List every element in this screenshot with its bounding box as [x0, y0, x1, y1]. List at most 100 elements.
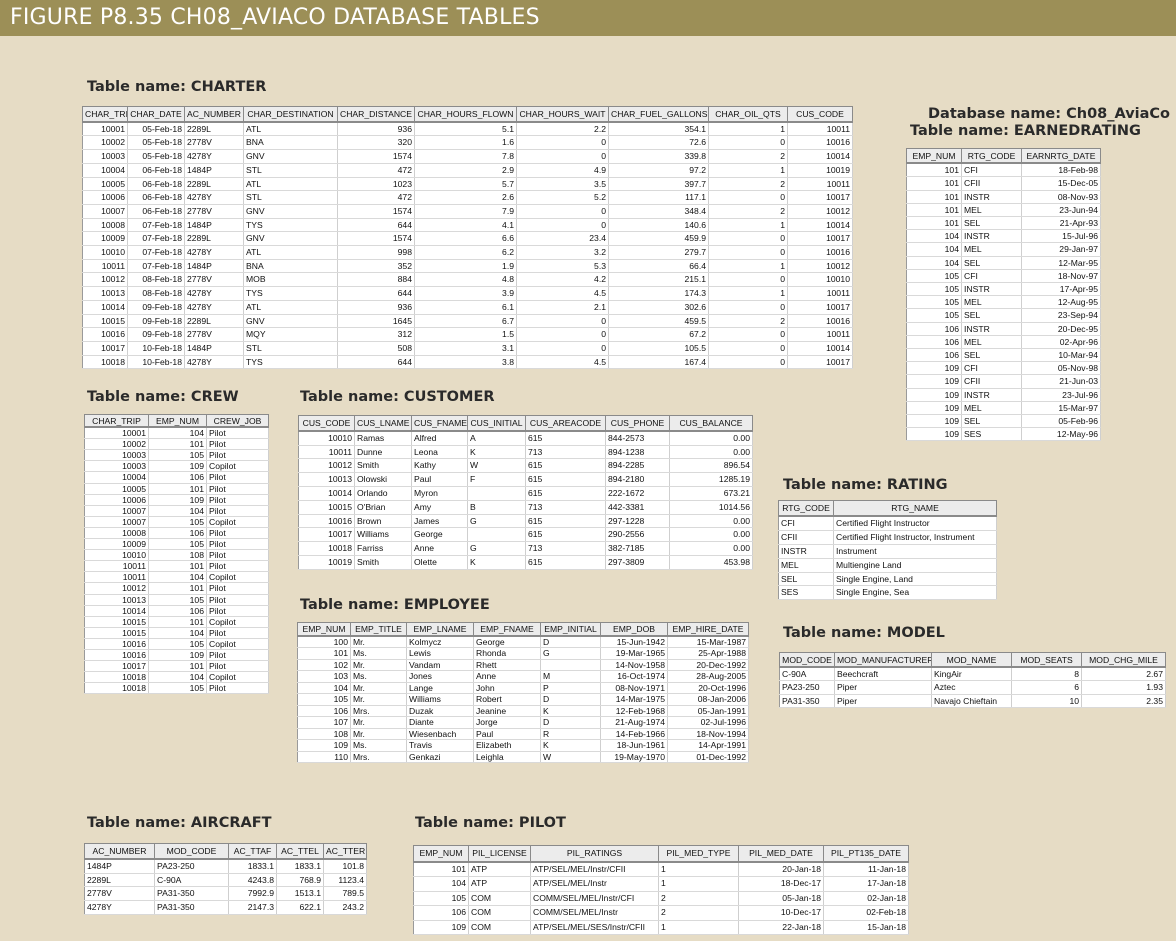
model-cell: Aztec — [931, 680, 1012, 695]
earnedrating-cell: 109 — [906, 374, 962, 389]
charter-cell: 644 — [337, 355, 415, 370]
charter-cell: 1.9 — [414, 259, 517, 274]
earnedrating-cell: 20-Dec-95 — [1021, 322, 1101, 336]
customer-cell: 615 — [525, 486, 606, 501]
crew-row: 10018 105 Pilot — [84, 682, 269, 695]
employee-cell: 21-Aug-1974 — [600, 716, 668, 729]
crew-header-row: CHAR_TRIP EMP_NUM CREW_JOB — [84, 414, 269, 429]
customer-column-header: CUS_BALANCE — [669, 414, 753, 432]
employee-row: 100 Mr. Kolmycz George D 15-Jun-1942 15-Mar-19… — [297, 635, 749, 648]
charter-cell: 0 — [516, 327, 609, 342]
charter-row: 10001 05-Feb-18 2289L ATL 936 5.1 2.2 354.1 1 100… — [82, 121, 853, 137]
customer-cell: 442-3381 — [605, 500, 670, 515]
pilot-column-header: PIL_MED_TYPE — [658, 845, 739, 863]
crew-cell: 104 — [148, 505, 207, 517]
charter-cell: 07-Feb-18 — [127, 245, 185, 260]
charter-cell: 1574 — [337, 231, 415, 247]
charter-cell: 07-Feb-18 — [127, 231, 185, 247]
customer-cell: Alfred — [411, 430, 468, 446]
employee-cell: Mr. — [350, 682, 407, 694]
charter-cell: 10014 — [787, 149, 853, 164]
charter-cell: 459.9 — [608, 231, 709, 247]
earnedrating-cell: MEL — [961, 401, 1022, 416]
customer-cell: F — [467, 472, 526, 487]
crew-row: 10009 105 Pilot — [84, 538, 269, 551]
charter-row: 10018 10-Feb-18 4278Y TYS 644 3.8 4.5 167.4 0 100… — [82, 355, 853, 370]
crew-cell: Pilot — [206, 627, 269, 639]
customer-cell: Olette — [411, 555, 468, 570]
rating-cell: INSTR — [778, 544, 834, 559]
charter-cell: 10012 — [787, 204, 853, 219]
charter-cell: 0 — [708, 341, 788, 356]
crew-cell: 10002 — [84, 438, 149, 451]
charter-cell: 66.4 — [608, 259, 709, 274]
charter-cell: 0 — [708, 231, 788, 247]
earnedrating-row: 109 SES 12-May-96 — [906, 427, 1101, 442]
employee-cell: 28-Aug-2005 — [667, 670, 749, 683]
crew-cell: 10008 — [84, 527, 149, 540]
earnedrating-cell: 12-May-96 — [1021, 427, 1101, 442]
aircraft-row: 1484P PA23-250 1833.1 1833.1 101.8 — [84, 858, 367, 874]
model-row: PA23-250 Piper Aztec 6 1.93 — [779, 680, 1166, 695]
crew-cell: 10015 — [84, 616, 149, 628]
earnedrating-cell: 109 — [906, 388, 962, 402]
aircraft-cell: C-90A — [154, 873, 229, 888]
customer-row: 10017 Williams George 615 290-2556 0.00 — [298, 527, 753, 543]
crew-cell: 105 — [148, 516, 207, 528]
crew-cell: 101 — [148, 483, 207, 495]
charter-cell: 10017 — [787, 190, 853, 205]
crew-cell: 10013 — [84, 594, 149, 606]
employee-cell: Kolmycz — [406, 635, 474, 648]
charter-cell: 0 — [708, 355, 788, 370]
aircraft-cell: 1833.1 — [228, 858, 277, 874]
model-column-header: MOD_SEATS — [1011, 652, 1082, 669]
crew-column-header: EMP_NUM — [148, 414, 207, 429]
crew-row: 10014 106 Pilot — [84, 605, 269, 617]
crew-cell: Pilot — [206, 438, 269, 451]
earnedrating-cell: 15-Dec-05 — [1021, 176, 1101, 191]
aircraft-cell: 1123.4 — [323, 873, 367, 888]
employee-column-header: EMP_FNAME — [473, 622, 541, 637]
customer-cell: 713 — [525, 541, 606, 556]
charter-column-header: CUS_CODE — [787, 105, 853, 123]
crew-cell: Copilot — [206, 616, 269, 628]
charter-cell: 7.9 — [414, 204, 517, 219]
charter-row: 10010 07-Feb-18 4278Y ATL 998 6.2 3.2 279.7 0 100… — [82, 245, 853, 260]
employee-cell: Diante — [406, 716, 474, 729]
employee-cell: Williams — [406, 693, 474, 706]
charter-cell: 167.4 — [608, 355, 709, 370]
earnedrating-cell: SEL — [961, 308, 1022, 323]
charter-cell: 2778V — [184, 272, 244, 288]
charter-cell: 10011 — [787, 286, 853, 301]
customer-cell: 10019 — [298, 555, 355, 570]
crew-column-header: CREW_JOB — [206, 414, 269, 429]
employee-cell: 109 — [297, 739, 351, 752]
charter-cell: 279.7 — [608, 245, 709, 260]
earnedrating-column-header: EMP_NUM — [906, 148, 962, 165]
earnedrating-cell: 12-Mar-95 — [1021, 256, 1101, 270]
aircraft-table: AC_NUMBER MOD_CODE AC_TTAF AC_TTEL AC_TTER 14… — [84, 842, 367, 915]
employee-cell: 108 — [297, 728, 351, 740]
charter-cell: 2289L — [184, 231, 244, 247]
model-cell: Piper — [834, 694, 932, 708]
customer-cell: 615 — [525, 514, 606, 529]
aircraft-column-header: AC_NUMBER — [84, 842, 155, 860]
aircraft-column-header: AC_TTER — [323, 842, 367, 860]
earnedrating-cell: 101 — [906, 163, 962, 178]
charter-cell: 10017 — [787, 231, 853, 247]
customer-cell: 10016 — [298, 514, 355, 529]
customer-table: CUS_CODE CUS_LNAME CUS_FNAME CUS_INITIAL CUS… — [298, 414, 753, 570]
crew-cell: 10004 — [84, 471, 149, 484]
charter-cell: 6.7 — [414, 314, 517, 329]
employee-cell: M — [540, 670, 601, 683]
earnedrating-cell: MEL — [961, 335, 1022, 350]
employee-column-header: EMP_LNAME — [406, 622, 474, 637]
crew-row: 10002 101 Pilot — [84, 438, 269, 451]
earnedrating-row: 101 SEL 21-Apr-93 — [906, 216, 1101, 231]
earnedrating-cell: SEL — [961, 256, 1022, 270]
crew-cell: 101 — [148, 616, 207, 628]
crew-row: 10001 104 Pilot — [84, 427, 269, 440]
crew-row: 10007 104 Pilot — [84, 505, 269, 517]
charter-cell: 4.8 — [414, 272, 517, 288]
customer-row: 10018 Farriss Anne G 713 382-7185 0.00 — [298, 541, 753, 556]
